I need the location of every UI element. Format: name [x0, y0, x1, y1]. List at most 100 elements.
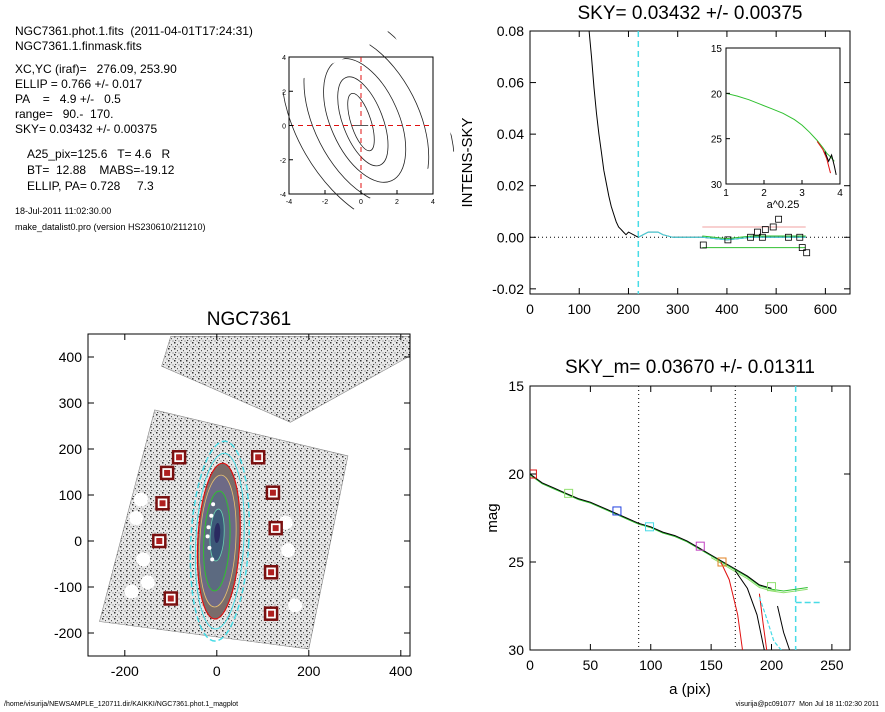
mag-black-tail: [734, 570, 765, 650]
mask-circle: [140, 575, 155, 590]
inset-black-line: [824, 151, 837, 176]
contour-line: [337, 76, 389, 167]
mask-box-inner: [167, 595, 174, 602]
sky-ytick-label: 0.04: [497, 126, 524, 142]
footer-user: visurija@pc091077 Mon Jul 18 11:02:30 20…: [735, 701, 879, 708]
galaxy-ytick-label: 100: [59, 487, 83, 503]
sky-xtick-label: 100: [568, 301, 592, 317]
galaxy-image: [99, 335, 410, 650]
mag-marker: [530, 469, 537, 479]
mag-red-tail-2: [758, 593, 768, 650]
sky-ylabel: INTENS-SKY: [459, 117, 476, 207]
galaxy-dot: [205, 534, 210, 539]
mask-box-inner: [255, 454, 262, 461]
sky-ytick-label: 0.00: [497, 229, 524, 245]
upper-field: [161, 335, 410, 423]
contour-ytick-label: 0: [282, 124, 286, 131]
header-line10: ELLIP, PA= 0.728 7.3: [27, 179, 154, 193]
mag-xtick-label: 200: [760, 657, 784, 673]
mag-ytick-label: 20: [508, 466, 524, 482]
inset-frame: [725, 47, 841, 185]
mag-marker: [767, 582, 777, 592]
sky-cyan-profile: [638, 231, 806, 241]
sky-xtick-label: 300: [666, 301, 690, 317]
mask-circle: [133, 492, 148, 507]
header-program: make_datalist0.pro (version HS230610/211…: [15, 222, 206, 232]
mag-lines: [530, 386, 820, 650]
galaxy-ytick-label: -100: [54, 579, 82, 595]
contour-ytick-label: -4: [280, 192, 286, 199]
galaxy-ytick-label: 200: [59, 441, 83, 457]
mask-circle: [129, 511, 144, 525]
mag-xtick-label: 50: [583, 657, 599, 673]
contour-xtick-label: 4: [431, 199, 435, 206]
galaxy-ytick-label: 400: [59, 349, 83, 365]
footer-path: /home/visurija/NEWSAMPLE_120711.dir/KAIK…: [4, 701, 239, 708]
sky-box-marker: [761, 226, 769, 233]
mag-green-line: [530, 474, 808, 592]
sky-title: SKY= 0.03432 +/- 0.00375: [577, 3, 802, 24]
sky-box-marker: [747, 233, 754, 241]
inset-green-line: [725, 92, 835, 162]
galaxy-dot: [209, 513, 214, 518]
contour-ytick-label: 4: [282, 55, 286, 62]
mask-box-inner: [269, 489, 276, 496]
galaxy-xtick-label: 400: [389, 663, 413, 679]
galaxy-dot: [210, 557, 215, 562]
inset-ytick-label: 25: [711, 135, 723, 146]
sky-box-marker: [803, 249, 811, 257]
mag-red-tail: [720, 561, 743, 650]
galaxy-dot: [206, 525, 211, 530]
sky-box-marker: [758, 233, 766, 241]
inset-xlabel: a^0.25: [767, 199, 800, 211]
mag-marker: [695, 541, 705, 551]
mask-box-inner: [176, 454, 183, 461]
sky-ytick-label: 0.02: [497, 178, 524, 194]
mask-circle: [124, 584, 139, 599]
header-line1: NGC7361.phot.1.fits (2011-04-01T17:24:31…: [15, 24, 253, 38]
contour-xtick-label: 0: [359, 199, 363, 206]
mag-xtick-label: 0: [526, 657, 534, 673]
mag-marker: [564, 488, 574, 498]
contour-xtick-label: -4: [286, 199, 292, 206]
mag-lightgreen-line: [710, 557, 808, 594]
sky-xtick-label: 600: [814, 301, 838, 317]
mask-box-inner: [272, 525, 279, 532]
inset-xtick-label: 4: [837, 188, 843, 199]
mag-xtick-label: 250: [820, 657, 844, 673]
sky-box-marker: [754, 228, 761, 236]
galaxy-dot: [211, 502, 216, 507]
mag-cyan-tail: [758, 597, 782, 650]
mag-ylabel: mag: [484, 503, 501, 532]
contour-xtick-label: -2: [322, 199, 328, 206]
sky-box-marker: [796, 233, 804, 241]
sky-ytick-label: 0.06: [497, 75, 524, 91]
mag-marker: [612, 506, 622, 516]
contour-ytick-label: 2: [282, 89, 286, 96]
sky-xtick-label: 500: [764, 301, 788, 317]
galaxy-nucleus: [214, 523, 221, 543]
mask-circle: [136, 552, 151, 567]
sky-box-marker: [724, 236, 732, 244]
mask-circle: [281, 543, 296, 558]
galaxy-xtick-label: -200: [111, 663, 139, 679]
sky-xtick-label: 0: [526, 301, 534, 317]
header-date: 18-Jul-2011 11:02:30.00: [15, 206, 112, 216]
mask-box-inner: [268, 610, 275, 617]
header-line9: BT= 12.88 MABS=-19.12: [27, 163, 175, 177]
contour-xtick-label: 2: [395, 199, 399, 206]
contour-line: [323, 58, 407, 183]
mask-box-inner: [164, 469, 171, 476]
galaxy-dot: [207, 545, 212, 550]
galaxy-title: NGC7361: [207, 309, 292, 330]
inset-ytick-label: 15: [711, 44, 723, 55]
contour-ytick-label: -2: [280, 158, 286, 165]
sky-xtick-label: 400: [715, 301, 739, 317]
sky-box-marker: [775, 215, 783, 223]
mask-box-inner: [156, 538, 163, 544]
galaxy-xtick-label: 0: [213, 663, 221, 679]
mag-marker: [717, 557, 727, 567]
header-line7: SKY= 0.03432 +/- 0.00375: [15, 122, 158, 136]
